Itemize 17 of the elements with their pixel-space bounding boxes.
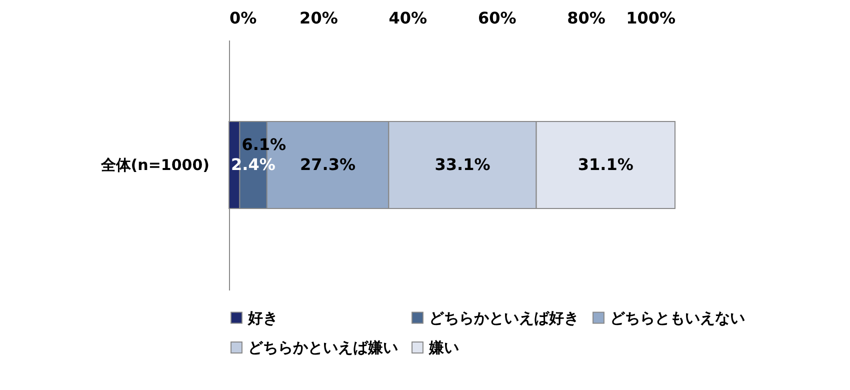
legend-label: どちらかといえば好き: [429, 308, 579, 327]
legend-label: どちらともいえない: [610, 308, 745, 327]
y-tick-label: 全体(n=1000): [100, 156, 210, 174]
x-tick-label: 60%: [478, 8, 516, 28]
x-tick-label: 0%: [230, 8, 257, 28]
legend-label: 嫌い: [428, 338, 459, 356]
data-label: 6.1%: [242, 135, 286, 154]
legend-label: 好き: [247, 308, 278, 327]
x-tick-label: 80%: [567, 8, 606, 28]
legend-label: どちらかといえば嫌い: [248, 338, 398, 356]
x-tick-label: 20%: [300, 8, 338, 28]
x-tick-label: 40%: [388, 8, 428, 28]
data-label: 2.4%: [231, 155, 276, 174]
data-label: 27.3%: [300, 155, 356, 174]
data-label: 31.1%: [578, 155, 634, 174]
data-label: 33.1%: [434, 155, 490, 174]
x-tick-label: 100%: [626, 8, 676, 28]
